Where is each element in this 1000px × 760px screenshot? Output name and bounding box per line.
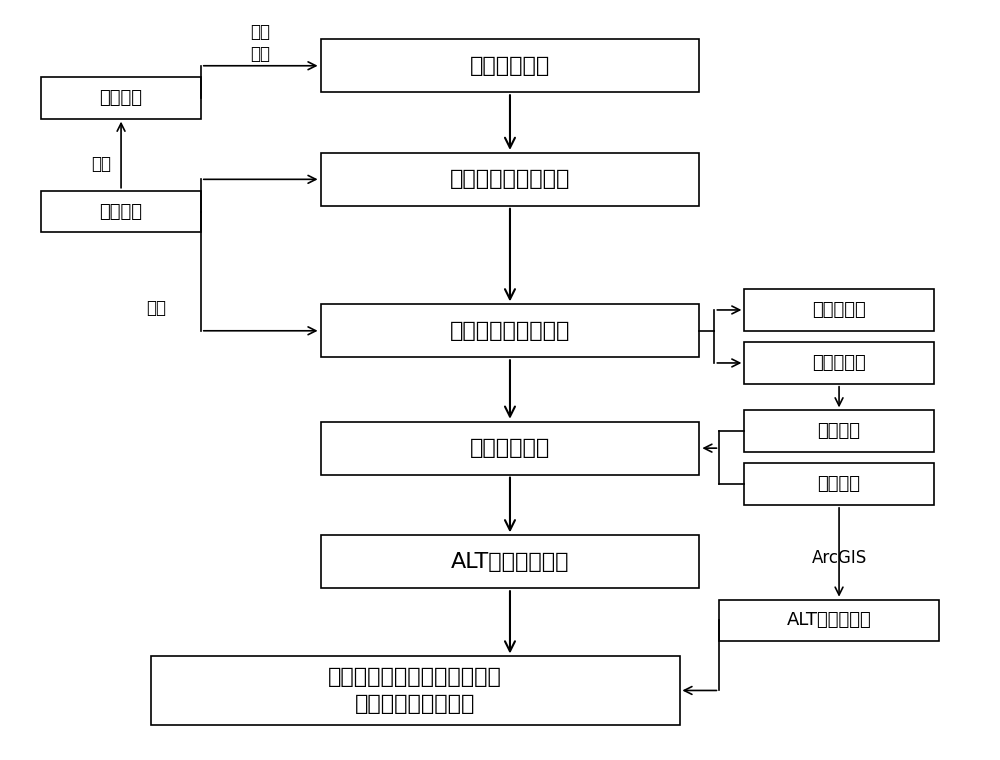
Text: 清洗
整理: 清洗 整理 [251, 23, 271, 63]
Text: 录入: 录入 [146, 299, 166, 317]
FancyBboxPatch shape [151, 657, 680, 724]
FancyBboxPatch shape [320, 40, 699, 92]
FancyBboxPatch shape [744, 289, 934, 331]
Text: 转化: 转化 [91, 155, 111, 173]
FancyBboxPatch shape [320, 304, 699, 357]
FancyBboxPatch shape [320, 153, 699, 206]
FancyBboxPatch shape [744, 342, 934, 384]
Text: 系统动力学模型构建: 系统动力学模型构建 [450, 321, 570, 340]
Text: 因素建相关关系建立: 因素建相关关系建立 [450, 169, 570, 189]
Text: ALT时空分布图: ALT时空分布图 [787, 611, 871, 629]
FancyBboxPatch shape [320, 422, 699, 475]
Text: 存量流量图: 存量流量图 [812, 354, 866, 372]
FancyBboxPatch shape [41, 77, 201, 119]
Text: ALT时空分布分析: ALT时空分布分析 [451, 552, 569, 572]
Text: 因果回路图: 因果回路图 [812, 301, 866, 319]
FancyBboxPatch shape [744, 410, 934, 452]
Text: 动态数据交换: 动态数据交换 [470, 439, 550, 458]
Text: 文本数据: 文本数据 [100, 89, 143, 107]
Text: ArcGIS: ArcGIS [811, 549, 867, 567]
Text: 时间信息: 时间信息 [818, 422, 861, 440]
Text: 空间信息: 空间信息 [818, 475, 861, 493]
Text: 影响因素识别: 影响因素识别 [470, 55, 550, 76]
FancyBboxPatch shape [41, 191, 201, 233]
Text: 冰冻圈勘测、施工、基础设施
运营及寒区灾害预警: 冰冻圈勘测、施工、基础设施 运营及寒区灾害预警 [328, 667, 502, 714]
FancyBboxPatch shape [320, 535, 699, 588]
FancyBboxPatch shape [744, 464, 934, 505]
Text: 数据收集: 数据收集 [100, 202, 143, 220]
FancyBboxPatch shape [719, 600, 939, 641]
